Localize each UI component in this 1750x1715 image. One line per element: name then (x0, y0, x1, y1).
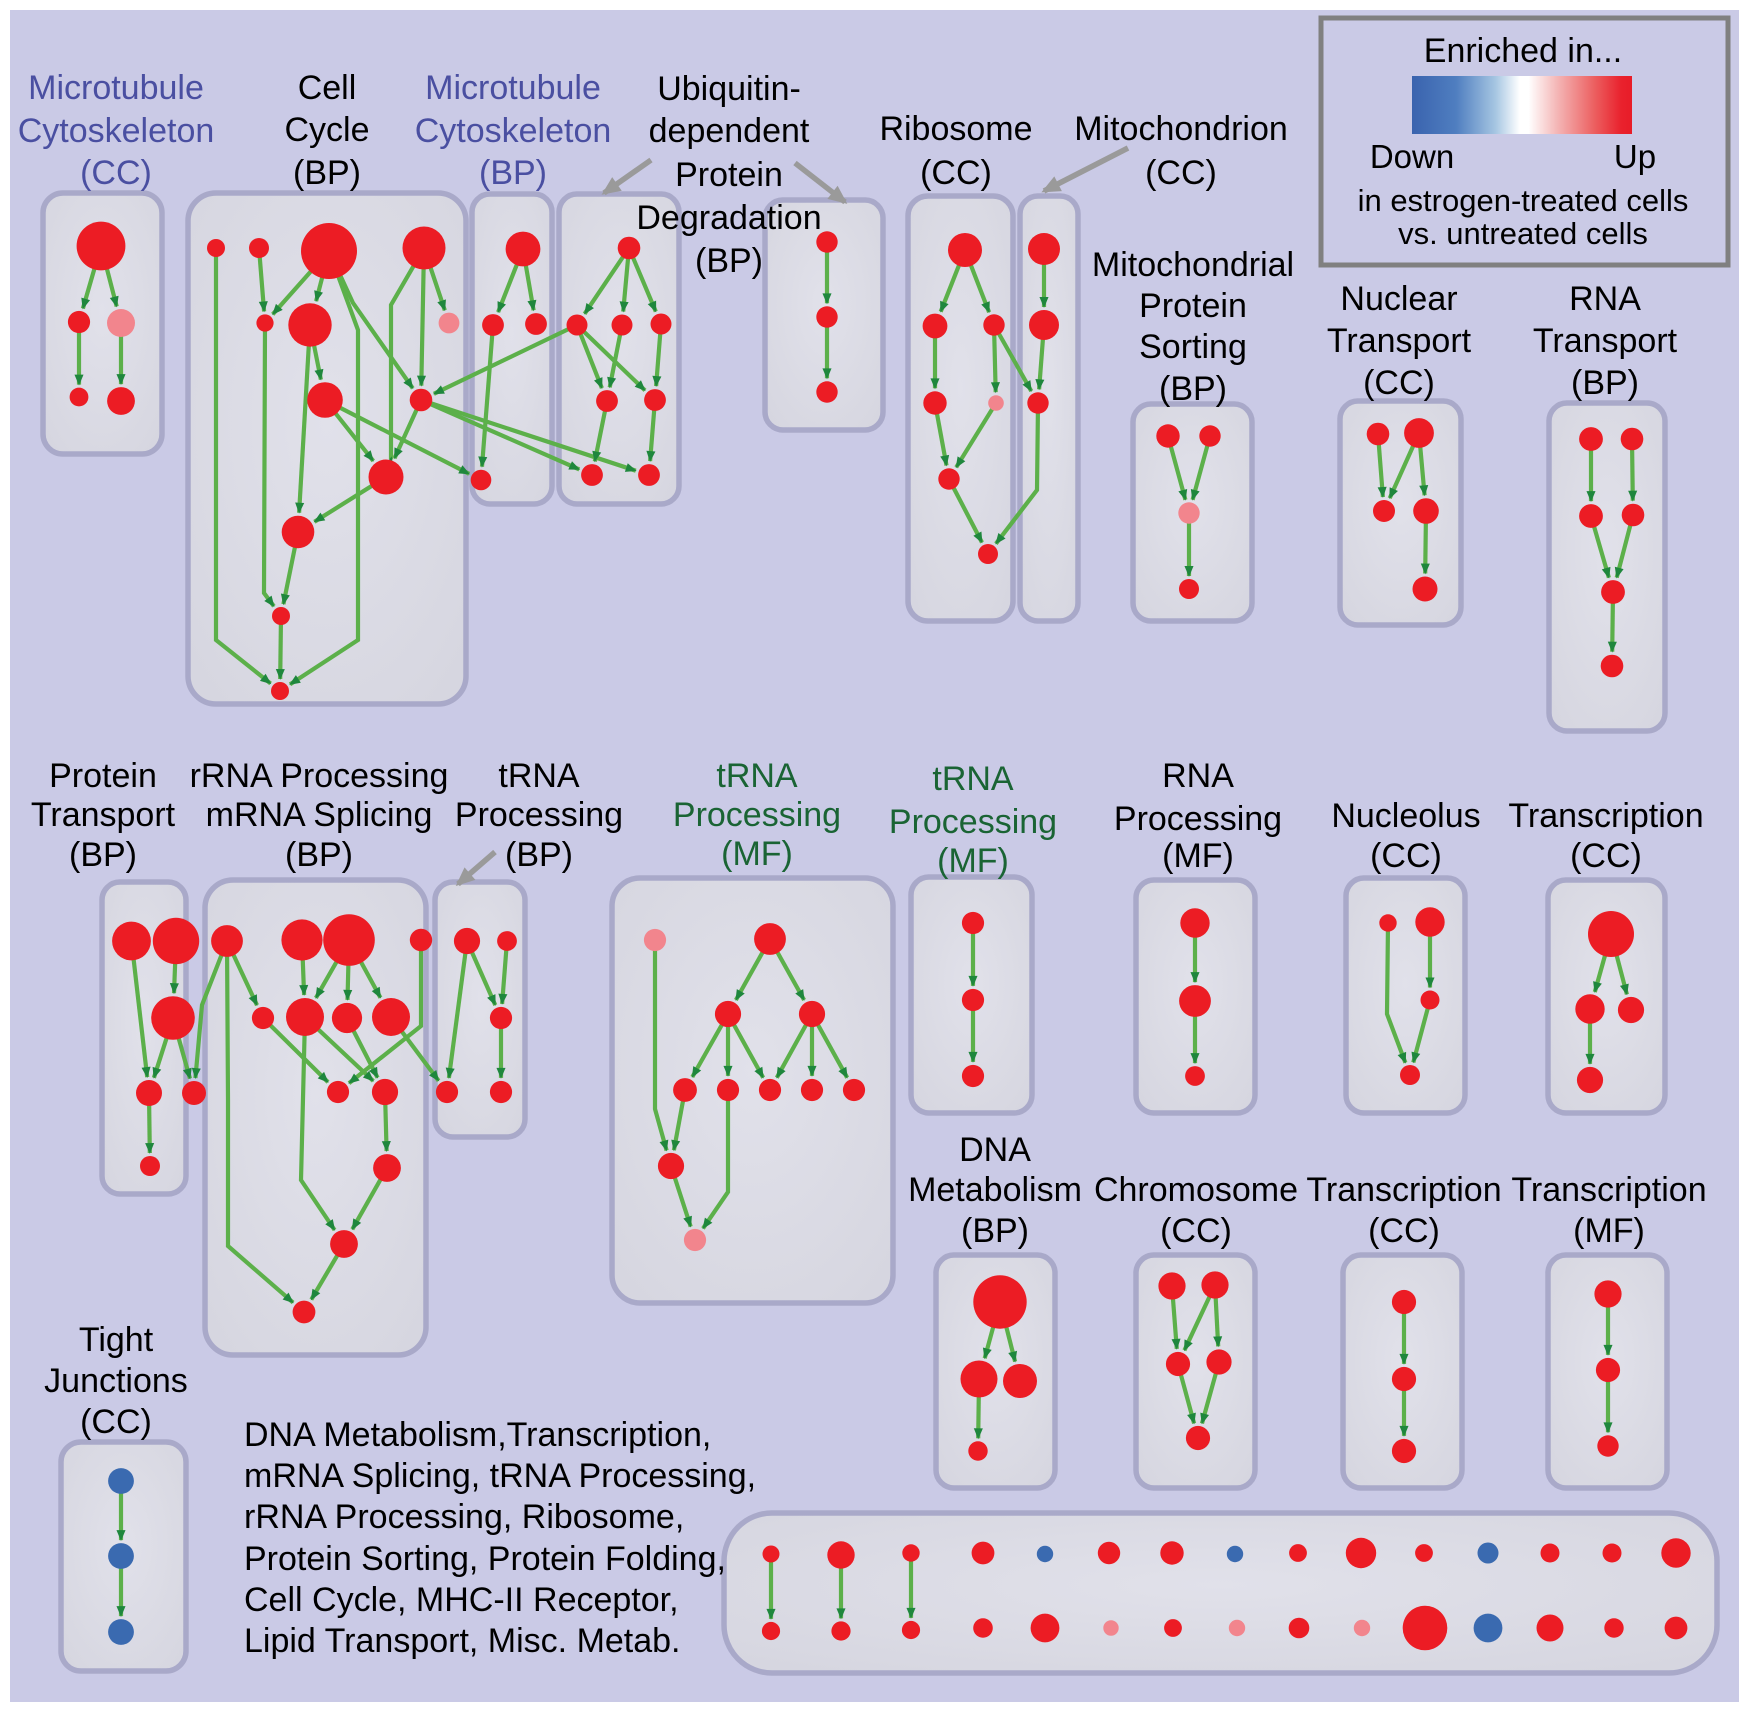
svg-text:(MF): (MF) (937, 842, 1009, 880)
svg-text:Processing: Processing (889, 803, 1057, 841)
svg-text:Mitochondrion: Mitochondrion (1074, 110, 1288, 148)
svg-text:tRNA: tRNA (498, 757, 580, 795)
svg-text:Sorting: Sorting (1139, 328, 1247, 366)
svg-text:(CC): (CC) (1370, 837, 1442, 875)
svg-text:Transport: Transport (31, 796, 176, 834)
svg-text:(MF): (MF) (1162, 837, 1234, 875)
svg-text:Degradation: Degradation (636, 199, 821, 237)
svg-text:(BP): (BP) (69, 836, 137, 874)
svg-text:(CC): (CC) (1145, 154, 1217, 192)
svg-text:Protein: Protein (675, 156, 783, 194)
svg-text:Microtubule: Microtubule (28, 69, 204, 107)
svg-text:rRNA Processing, Ribosome,: rRNA Processing, Ribosome, (244, 1498, 684, 1536)
svg-text:Tight: Tight (79, 1321, 154, 1359)
svg-text:Metabolism: Metabolism (908, 1171, 1082, 1209)
svg-text:(CC): (CC) (80, 1403, 152, 1441)
svg-text:Cell Cycle, MHC-II Receptor,: Cell Cycle, MHC-II Receptor, (244, 1581, 679, 1619)
svg-text:dependent: dependent (649, 112, 810, 150)
svg-text:Cytoskeleton: Cytoskeleton (18, 112, 215, 150)
svg-text:Enriched in...: Enriched in... (1424, 32, 1622, 70)
svg-text:Microtubule: Microtubule (425, 69, 601, 107)
svg-text:(CC): (CC) (1570, 837, 1642, 875)
svg-text:Transcription: Transcription (1511, 1171, 1706, 1209)
svg-text:(BP): (BP) (293, 154, 361, 192)
svg-text:Transcription: Transcription (1306, 1171, 1501, 1209)
svg-text:(BP): (BP) (285, 836, 353, 874)
svg-text:Cell: Cell (298, 69, 357, 107)
svg-text:Transcription: Transcription (1508, 797, 1703, 835)
svg-text:RNA: RNA (1162, 757, 1234, 795)
svg-text:Nuclear: Nuclear (1340, 280, 1457, 318)
svg-text:Junctions: Junctions (44, 1362, 188, 1400)
svg-text:(CC): (CC) (1160, 1212, 1232, 1250)
svg-text:DNA Metabolism,Transcription,: DNA Metabolism,Transcription, (244, 1416, 711, 1454)
svg-text:Processing: Processing (455, 796, 623, 834)
svg-text:(CC): (CC) (1363, 364, 1435, 402)
svg-text:(BP): (BP) (961, 1212, 1029, 1250)
svg-text:Protein Sorting, Protein Foldi: Protein Sorting, Protein Folding, (244, 1540, 726, 1578)
svg-text:tRNA: tRNA (716, 757, 798, 795)
svg-text:DNA: DNA (959, 1131, 1031, 1169)
svg-text:(BP): (BP) (505, 836, 573, 874)
svg-text:Processing: Processing (1114, 800, 1282, 838)
svg-text:mRNA Splicing, tRNA Processing: mRNA Splicing, tRNA Processing, (244, 1457, 756, 1495)
svg-text:mRNA Splicing: mRNA Splicing (206, 796, 433, 834)
svg-text:(BP): (BP) (1159, 370, 1227, 408)
svg-text:RNA: RNA (1569, 280, 1641, 318)
svg-text:(BP): (BP) (1571, 364, 1639, 402)
svg-text:in estrogen-treated cells: in estrogen-treated cells (1358, 183, 1689, 218)
svg-text:Lipid Transport, Misc. Metab.: Lipid Transport, Misc. Metab. (244, 1622, 681, 1660)
svg-text:(MF): (MF) (721, 835, 793, 873)
svg-text:Mitochondrial: Mitochondrial (1092, 246, 1294, 284)
svg-text:Down: Down (1370, 138, 1454, 175)
svg-text:Chromosome: Chromosome (1094, 1171, 1298, 1209)
svg-text:Cycle: Cycle (284, 111, 369, 149)
svg-text:(MF): (MF) (1573, 1212, 1645, 1250)
svg-text:Up: Up (1614, 138, 1656, 175)
svg-text:(BP): (BP) (479, 154, 547, 192)
svg-text:(CC): (CC) (80, 154, 152, 192)
svg-text:Transport: Transport (1533, 322, 1678, 360)
svg-text:Nucleolus: Nucleolus (1331, 797, 1480, 835)
svg-text:Transport: Transport (1327, 322, 1472, 360)
svg-text:Cytoskeleton: Cytoskeleton (415, 112, 612, 150)
svg-text:Processing: Processing (673, 796, 841, 834)
svg-text:Ribosome: Ribosome (879, 110, 1032, 148)
svg-text:(BP): (BP) (695, 242, 763, 280)
svg-text:Protein: Protein (1139, 287, 1247, 325)
svg-text:rRNA Processing: rRNA Processing (190, 757, 449, 795)
svg-text:Protein: Protein (49, 757, 157, 795)
svg-text:tRNA: tRNA (932, 760, 1014, 798)
svg-text:vs. untreated cells: vs. untreated cells (1398, 216, 1648, 251)
svg-text:(CC): (CC) (920, 154, 992, 192)
svg-text:Ubiquitin-: Ubiquitin- (657, 70, 801, 108)
svg-text:(CC): (CC) (1368, 1212, 1440, 1250)
